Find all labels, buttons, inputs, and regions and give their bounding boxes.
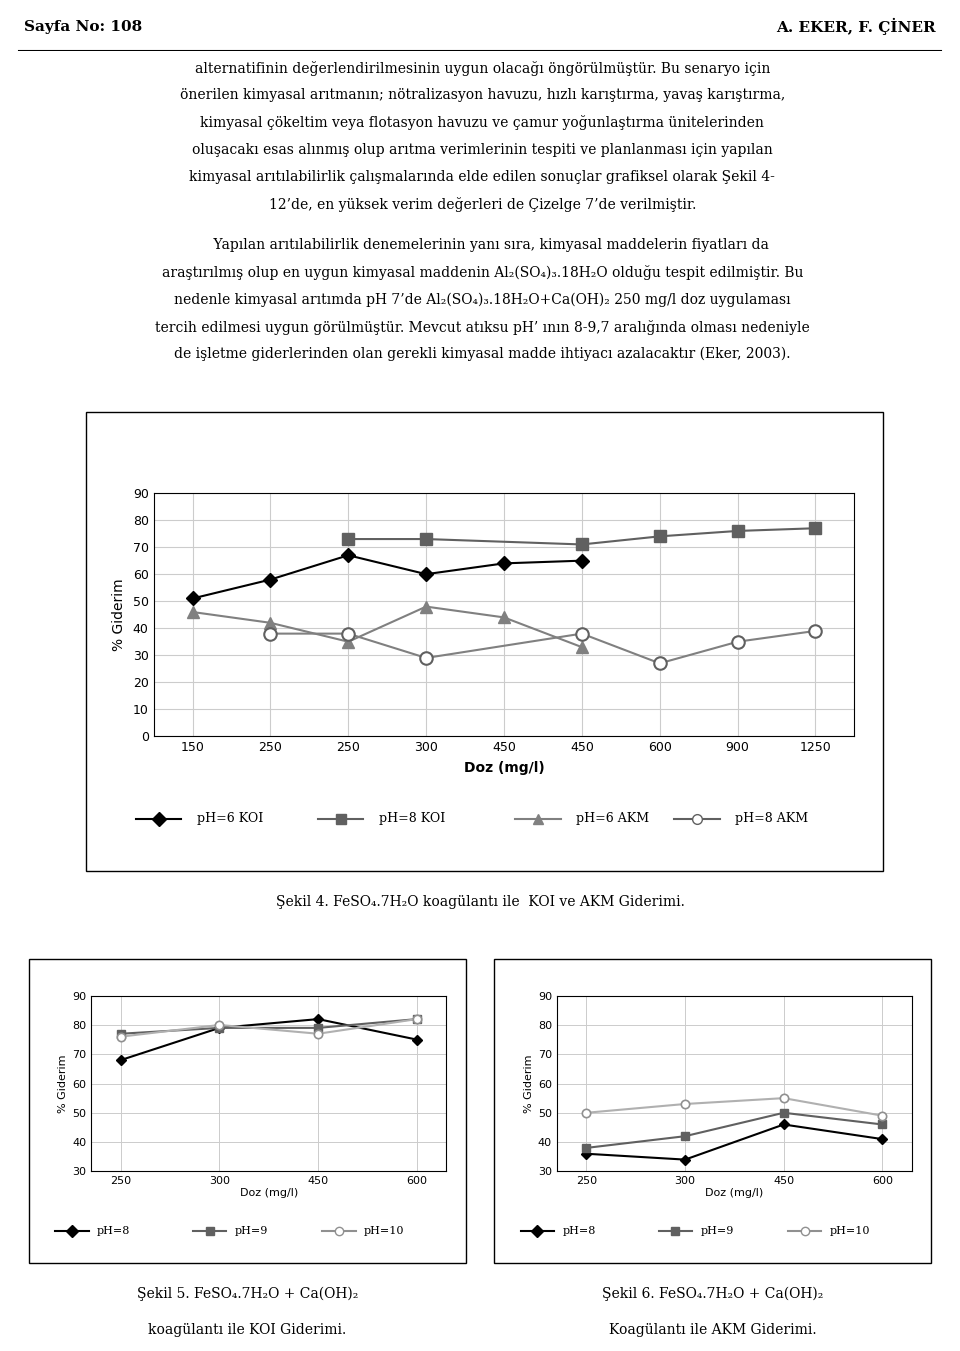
Text: tercih edilmesi uygun görülmüştür. Mevcut atıksu pH’ ının 8-9,7 aralığında olmas: tercih edilmesi uygun görülmüştür. Mevcu… [155, 320, 810, 335]
Text: alternatifinin değerlendirilmesinin uygun olacağı öngörülmüştür. Bu senaryo için: alternatifinin değerlendirilmesinin uygu… [195, 61, 770, 76]
X-axis label: Doz (mg/l): Doz (mg/l) [706, 1188, 763, 1197]
Text: pH=8 AKM: pH=8 AKM [735, 812, 808, 825]
Text: Yapılan arıtılabilirlik denemelerinin yanı sıra, kimyasal maddelerin fiyatları d: Yapılan arıtılabilirlik denemelerinin ya… [196, 238, 769, 251]
Text: pH=8 KOI: pH=8 KOI [378, 812, 444, 825]
Text: nedenle kimyasal arıtımda pH 7’de Al₂(SO₄)₃.18H₂O+Ca(OH)₂ 250 mg/l doz uygulamas: nedenle kimyasal arıtımda pH 7’de Al₂(SO… [174, 292, 791, 307]
Text: pH=8: pH=8 [97, 1225, 131, 1236]
Text: A. EKER, F. ÇİNER: A. EKER, F. ÇİNER [777, 19, 936, 35]
Text: Şekil 4. FeSO₄.7H₂O koagülantı ile  KOI ve AKM Giderimi.: Şekil 4. FeSO₄.7H₂O koagülantı ile KOI v… [276, 894, 684, 909]
Y-axis label: % Giderim: % Giderim [111, 578, 126, 651]
Text: pH=10: pH=10 [829, 1225, 870, 1236]
Text: pH=6 KOI: pH=6 KOI [197, 812, 263, 825]
Text: de işletme giderlerinden olan gerekli kimyasal madde ihtiyacı azalacaktır (Eker,: de işletme giderlerinden olan gerekli ki… [174, 347, 791, 362]
Text: oluşacakı esas alınmış olup arıtma verimlerinin tespiti ve planlanması için yapı: oluşacakı esas alınmış olup arıtma verim… [192, 143, 773, 157]
Text: önerilen kimyasal arıtmanın; nötralizasyon havuzu, hızlı karıştırma, yavaş karış: önerilen kimyasal arıtmanın; nötralizasy… [180, 88, 785, 103]
Y-axis label: % Giderim: % Giderim [523, 1054, 534, 1113]
Text: koagülantı ile KOI Giderimi.: koagülantı ile KOI Giderimi. [148, 1323, 347, 1337]
Y-axis label: % Giderim: % Giderim [58, 1054, 68, 1113]
Text: Sayfa No: 108: Sayfa No: 108 [24, 20, 142, 34]
X-axis label: Doz (mg/l): Doz (mg/l) [240, 1188, 298, 1197]
Text: kimyasal çökeltim veya flotasyon havuzu ve çamur yoğunlaştırma ünitelerinden: kimyasal çökeltim veya flotasyon havuzu … [201, 115, 764, 131]
Text: pH=8: pH=8 [563, 1225, 596, 1236]
Text: 12’de, en yüksek verim değerleri de Çizelge 7’de verilmiştir.: 12’de, en yüksek verim değerleri de Çize… [269, 197, 696, 212]
Text: Koagülantı ile AKM Giderimi.: Koagülantı ile AKM Giderimi. [609, 1323, 817, 1337]
Text: Şekil 6. FeSO₄.7H₂O + Ca(OH)₂: Şekil 6. FeSO₄.7H₂O + Ca(OH)₂ [602, 1286, 824, 1301]
Text: kimyasal arıtılabilirlik çalışmalarında elde edilen sonuçlar grafiksel olarak Şe: kimyasal arıtılabilirlik çalışmalarında … [189, 170, 776, 184]
Text: pH=9: pH=9 [700, 1225, 733, 1236]
Text: Şekil 5. FeSO₄.7H₂O + Ca(OH)₂: Şekil 5. FeSO₄.7H₂O + Ca(OH)₂ [136, 1286, 358, 1301]
Text: pH=6 AKM: pH=6 AKM [576, 812, 649, 825]
Text: araştırılmış olup en uygun kimyasal maddenin Al₂(SO₄)₃.18H₂O olduğu tespit edilm: araştırılmış olup en uygun kimyasal madd… [161, 265, 804, 280]
X-axis label: Doz (mg/l): Doz (mg/l) [464, 761, 544, 775]
Text: pH=9: pH=9 [234, 1225, 268, 1236]
Text: pH=10: pH=10 [364, 1225, 404, 1236]
